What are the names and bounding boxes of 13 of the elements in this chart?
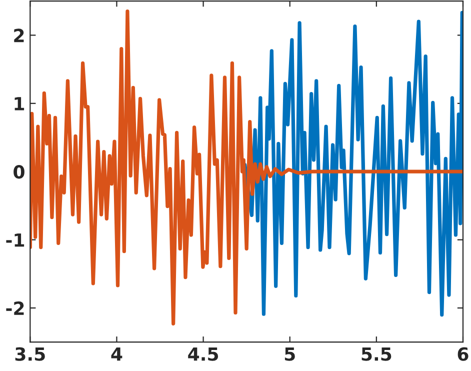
y-tick-label: 0: [14, 165, 24, 179]
y-tick-label: -1: [6, 233, 24, 247]
x-tick-label: 5: [284, 347, 295, 361]
y-tick-label: -2: [6, 301, 24, 315]
x-tick-label: 5.5: [362, 347, 392, 361]
y-tick-label: 2: [14, 28, 24, 42]
line-series: [30, 10, 463, 326]
x-tick-label: 6: [458, 347, 468, 361]
y-tick-label: 1: [14, 97, 24, 110]
x-tick-label: 4.5: [188, 347, 218, 361]
x-tick-label: 3.5: [15, 347, 45, 361]
x-tick-label: 4: [111, 347, 122, 361]
line-series: [243, 10, 463, 317]
